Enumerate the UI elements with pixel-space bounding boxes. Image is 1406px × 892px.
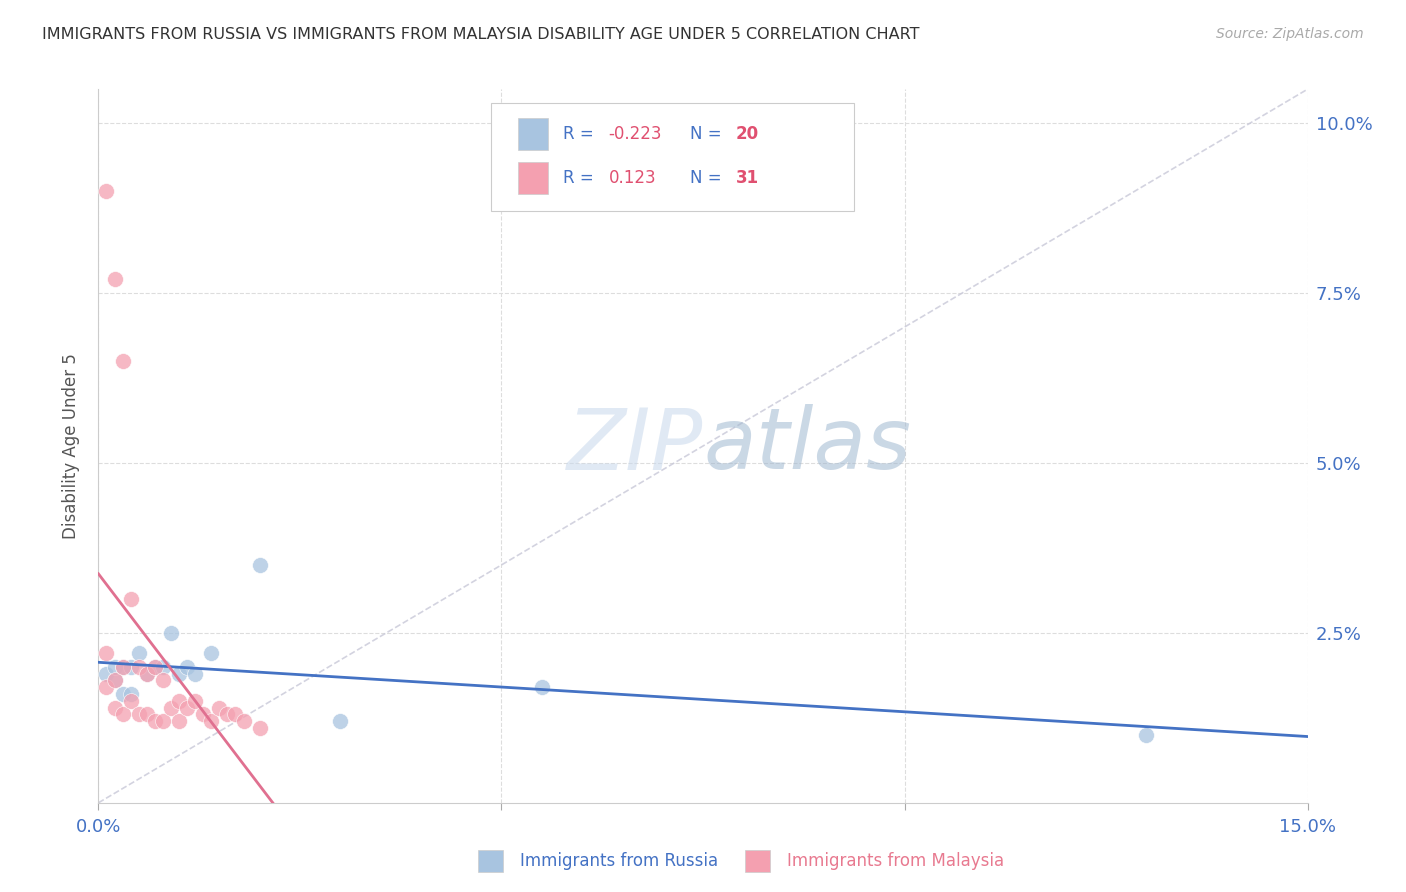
Point [152,673,174,688]
Point [96,680,118,694]
Point [103,673,125,688]
Point [96,666,118,681]
Point [128,646,150,660]
Point [111,687,134,701]
Point [135,666,157,681]
Point [167,666,190,681]
FancyBboxPatch shape [517,119,548,151]
Point [184,666,207,681]
Point [96,646,118,660]
Point [135,707,157,722]
Point [111,354,134,368]
Text: IMMIGRANTS FROM RUSSIA VS IMMIGRANTS FROM MALAYSIA DISABILITY AGE UNDER 5 CORREL: IMMIGRANTS FROM RUSSIA VS IMMIGRANTS FRO… [42,27,920,42]
Point [249,558,271,572]
Text: -0.223: -0.223 [609,126,662,144]
Text: Source: ZipAtlas.com: Source: ZipAtlas.com [1216,27,1364,41]
Point [329,714,352,729]
Point [128,707,150,722]
Point [103,673,125,688]
Point [103,700,125,714]
Y-axis label: Disability Age Under 5: Disability Age Under 5 [62,353,80,539]
Text: R =: R = [562,169,599,187]
Point [176,700,198,714]
Point [152,660,174,674]
Point [160,700,183,714]
Point [249,721,271,735]
Point [167,694,190,708]
Point [152,714,174,729]
Point [143,714,166,729]
Point [200,714,222,729]
Point [224,707,246,722]
FancyBboxPatch shape [492,103,855,211]
Text: ZIP: ZIP [567,404,703,488]
Point [103,660,125,674]
Point [200,646,222,660]
Point [120,694,142,708]
Point [143,660,166,674]
Text: 0.123: 0.123 [609,169,657,187]
Text: Immigrants from Malaysia: Immigrants from Malaysia [787,852,1004,870]
Point [217,707,239,722]
Point [184,694,207,708]
Text: N =: N = [690,126,727,144]
Point [103,272,125,286]
Text: 31: 31 [735,169,759,187]
Point [111,660,134,674]
Text: N =: N = [690,169,727,187]
Point [1135,728,1157,742]
Point [128,660,150,674]
Point [111,660,134,674]
Point [120,687,142,701]
Point [120,660,142,674]
Text: R =: R = [562,126,599,144]
Point [530,680,553,694]
Text: 20: 20 [735,126,759,144]
Point [208,700,231,714]
Point [135,666,157,681]
FancyBboxPatch shape [517,162,548,194]
Point [143,660,166,674]
Text: Immigrants from Russia: Immigrants from Russia [520,852,718,870]
Point [96,184,118,198]
Point [120,591,142,606]
Point [232,714,254,729]
Point [167,714,190,729]
Point [176,660,198,674]
Text: atlas: atlas [703,404,911,488]
Point [111,707,134,722]
Point [193,707,215,722]
Point [160,626,183,640]
